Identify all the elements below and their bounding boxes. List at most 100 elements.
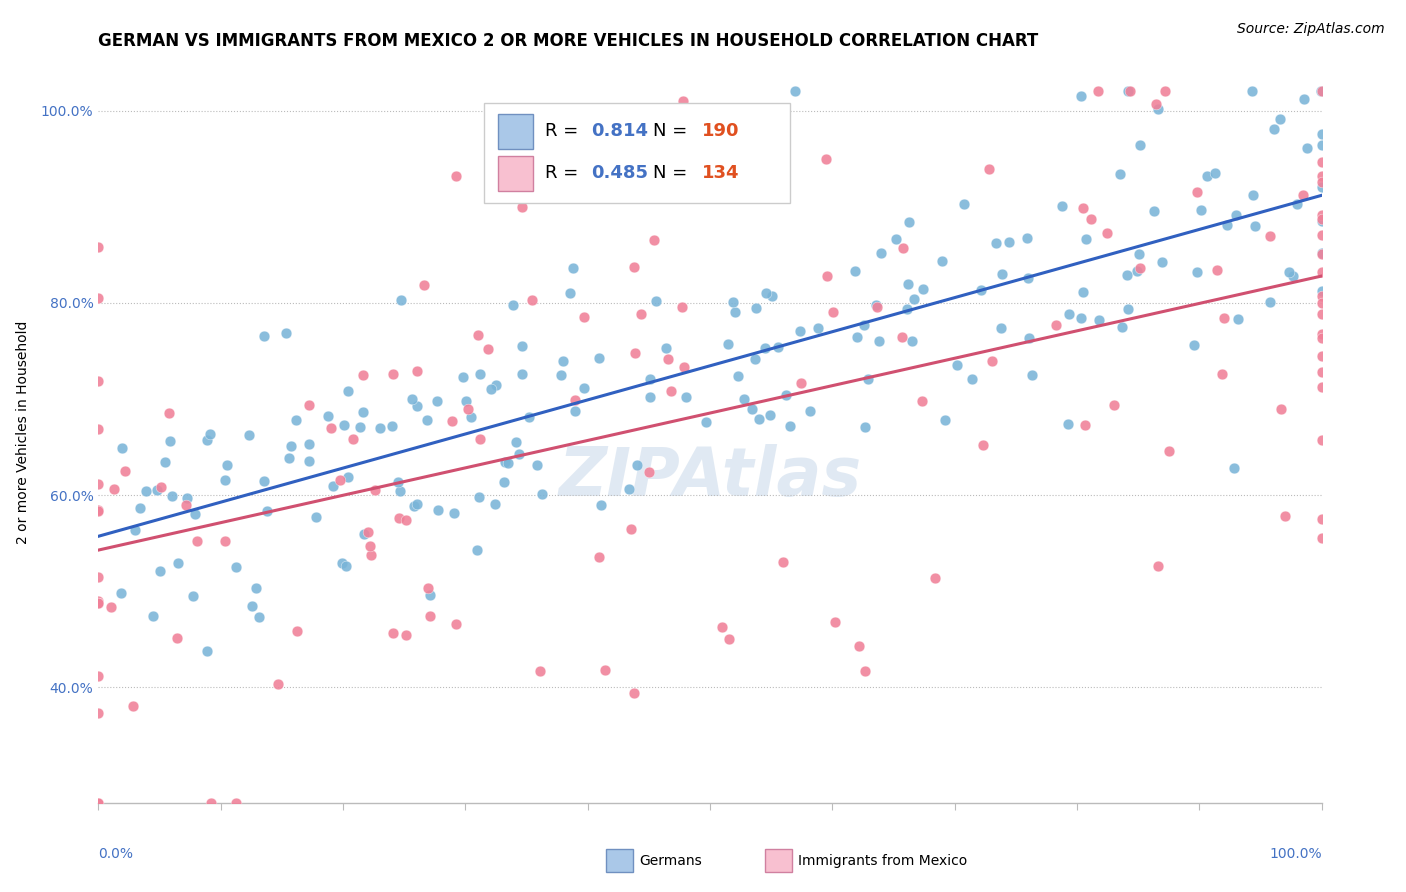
Point — [990, 320, 1012, 334]
Point — [1310, 214, 1333, 228]
Point — [901, 334, 924, 348]
Text: Immigrants from Mexico: Immigrants from Mexico — [799, 854, 967, 868]
Point — [643, 233, 665, 247]
Point — [1310, 127, 1333, 141]
Point — [215, 458, 238, 472]
Point — [195, 434, 218, 448]
Bar — [498, 113, 533, 149]
Point — [1294, 92, 1316, 106]
Point — [856, 372, 879, 386]
Point — [298, 454, 321, 468]
Point — [1216, 219, 1239, 233]
Point — [1310, 433, 1333, 447]
Point — [718, 632, 741, 646]
Point — [100, 599, 122, 614]
Point — [924, 571, 946, 585]
Point — [352, 368, 374, 383]
Text: R =: R = — [546, 122, 583, 140]
Point — [1057, 417, 1080, 431]
Point — [401, 392, 423, 406]
Point — [1017, 231, 1039, 245]
Point — [124, 523, 146, 537]
Point — [855, 664, 877, 678]
Point — [479, 382, 502, 396]
Point — [214, 533, 236, 548]
Point — [87, 796, 110, 810]
Bar — [498, 156, 533, 191]
Point — [972, 438, 994, 452]
Point — [1310, 175, 1333, 189]
Point — [727, 368, 749, 383]
Point — [1070, 311, 1092, 326]
Point — [510, 367, 533, 381]
Point — [984, 236, 1007, 251]
Point — [866, 300, 889, 314]
Point — [1074, 417, 1097, 432]
Point — [457, 401, 479, 416]
Point — [381, 418, 404, 433]
Point — [157, 406, 180, 420]
Point — [799, 404, 821, 418]
Point — [1274, 508, 1296, 523]
Point — [298, 437, 321, 451]
Point — [981, 354, 1004, 368]
Point — [969, 283, 991, 297]
Text: Source: ZipAtlas.com: Source: ZipAtlas.com — [1237, 22, 1385, 37]
Point — [846, 330, 869, 344]
Point — [321, 421, 343, 435]
Point — [87, 422, 110, 436]
Point — [305, 510, 328, 524]
Point — [359, 539, 381, 553]
Bar — [606, 849, 633, 871]
Point — [87, 477, 110, 491]
Point — [335, 558, 357, 573]
Point — [382, 625, 405, 640]
Point — [526, 458, 548, 472]
Point — [153, 454, 176, 468]
Point — [1102, 398, 1125, 412]
Point — [1310, 84, 1333, 98]
Point — [671, 300, 693, 314]
Point — [1204, 166, 1226, 180]
Point — [1310, 331, 1333, 345]
Point — [1281, 269, 1303, 284]
Point — [1310, 285, 1333, 299]
Point — [1017, 270, 1039, 285]
Point — [460, 410, 482, 425]
Point — [1045, 318, 1067, 333]
Point — [588, 351, 610, 366]
Point — [953, 197, 976, 211]
Point — [897, 277, 920, 291]
Point — [733, 392, 755, 406]
Point — [413, 277, 436, 292]
Point — [364, 483, 387, 498]
Point — [588, 549, 610, 564]
Point — [388, 483, 411, 498]
Point — [1285, 197, 1308, 211]
Point — [775, 388, 797, 402]
Text: 100.0%: 100.0% — [1270, 847, 1322, 861]
Point — [977, 161, 1000, 176]
Point — [520, 293, 543, 307]
Point — [360, 548, 382, 562]
Point — [333, 417, 356, 432]
Point — [807, 321, 830, 335]
Point — [419, 588, 441, 602]
Point — [815, 269, 838, 284]
Point — [444, 169, 467, 183]
Point — [672, 94, 695, 108]
Point — [558, 285, 581, 300]
Point — [336, 384, 359, 398]
Text: 0.485: 0.485 — [592, 164, 648, 183]
Point — [167, 557, 190, 571]
Point — [1129, 261, 1152, 276]
Point — [1150, 254, 1173, 268]
Point — [1073, 201, 1095, 215]
Point — [485, 377, 508, 392]
Point — [717, 337, 740, 351]
Point — [1225, 208, 1247, 222]
Point — [321, 479, 343, 493]
Point — [1111, 319, 1133, 334]
Point — [510, 200, 533, 214]
Point — [870, 245, 893, 260]
